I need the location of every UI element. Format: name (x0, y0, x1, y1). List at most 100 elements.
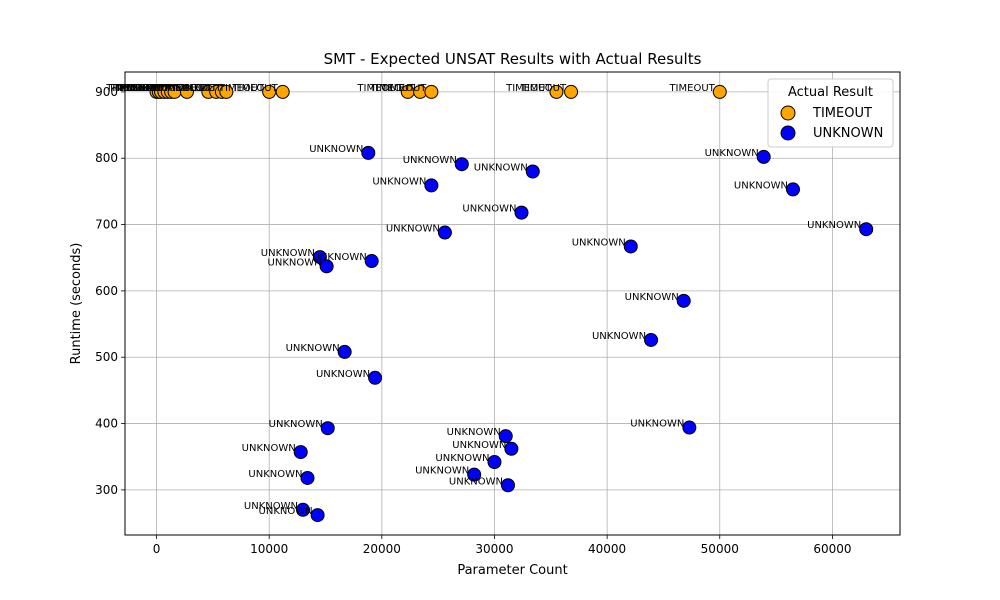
point-label-timeout: TIMEOUT (505, 83, 552, 94)
point-annotations: TIMEOUTTIMEOUTTIMEOUTTIMEOUTTIMEOUTTIMEO… (105, 83, 861, 517)
point-label-timeout: TIMEOUT (157, 83, 204, 94)
point-label-timeout: TIMEOUT (116, 83, 163, 94)
point-label-unknown: UNKNOWN (316, 369, 370, 380)
point-label-unknown: UNKNOWN (572, 237, 626, 248)
y-tick-label: 600 (95, 284, 118, 298)
point-timeout (564, 84, 579, 99)
point-label-unknown: UNKNOWN (447, 427, 501, 438)
point-label-timeout: TIMEOUT (231, 83, 278, 94)
point-unknown (682, 420, 697, 435)
x-tick-label: 60000 (813, 542, 851, 556)
point-label-unknown: UNKNOWN (313, 252, 367, 263)
point-label-unknown: UNKNOWN (261, 248, 315, 259)
legend-box (767, 78, 894, 148)
point-label-timeout: TIMEOUT (171, 83, 218, 94)
point-label-unknown: UNKNOWN (372, 176, 426, 187)
point-label-unknown: UNKNOWN (242, 443, 296, 454)
data-points (149, 84, 874, 523)
point-label-unknown: UNKNOWN (269, 419, 323, 430)
point-unknown (293, 445, 308, 460)
point-label-unknown: UNKNOWN (592, 331, 646, 342)
legend-marker-unknown (780, 125, 796, 141)
point-unknown (487, 455, 502, 470)
point-label-unknown: UNKNOWN (248, 469, 302, 480)
y-axis-label: Runtime (seconds) (69, 243, 84, 365)
point-unknown (364, 254, 379, 269)
point-label-timeout: TIMEOUT (218, 83, 265, 94)
axis-ticks: 0 10000 20000 30000 40000 50000 60000 300 400 500… (95, 85, 851, 556)
point-label-unknown: UNKNOWN (415, 466, 469, 477)
point-label-timeout: TIMEOUT (136, 83, 183, 94)
point-label-timeout: TIMEOUT (520, 83, 567, 94)
point-unknown (437, 225, 452, 240)
point-timeout (262, 84, 277, 99)
point-unknown (504, 441, 519, 456)
point-unknown (644, 332, 659, 347)
point-label-timeout: TIMEOUT (175, 83, 222, 94)
point-timeout (275, 84, 290, 99)
point-label-unknown: UNKNOWN (807, 220, 861, 231)
point-label-timeout: TIMEOUT (110, 83, 157, 94)
point-label-unknown: UNKNOWN (435, 453, 489, 464)
legend-marker-timeout (780, 105, 796, 121)
chart-title: SMT - Expected UNSAT Results with Actual… (324, 50, 702, 68)
point-unknown (320, 421, 335, 436)
point-label-unknown: UNKNOWN (625, 292, 679, 303)
point-label-timeout: TIMEOUT (105, 83, 152, 94)
x-tick-label: 0 (153, 542, 161, 556)
x-axis-label: Parameter Count (457, 563, 567, 578)
point-timeout (219, 84, 234, 99)
legend-label-unknown: UNKNOWN (813, 126, 883, 141)
point-unknown (514, 205, 529, 220)
point-unknown (623, 239, 638, 254)
point-unknown (361, 145, 376, 160)
point-unknown (319, 259, 334, 274)
point-unknown (295, 502, 310, 517)
x-tick-label: 20000 (363, 542, 401, 556)
point-label-unknown: UNKNOWN (259, 506, 313, 517)
y-tick-label: 400 (95, 417, 118, 431)
point-label-unknown: UNKNOWN (268, 257, 322, 268)
point-unknown (454, 157, 469, 172)
point-label-timeout: TIMEOUT (113, 83, 160, 94)
y-tick-label: 300 (95, 483, 118, 497)
point-label-timeout: TIMEOUT (356, 83, 403, 94)
point-unknown (467, 467, 482, 482)
legend-label-timeout: TIMEOUT (812, 106, 872, 121)
point-label-unknown: UNKNOWN (386, 224, 440, 235)
point-label-unknown: UNKNOWN (462, 204, 516, 215)
x-tick-label: 10000 (250, 542, 288, 556)
point-label-timeout: TIMEOUT (668, 83, 715, 94)
point-unknown (785, 182, 800, 197)
point-label-unknown: UNKNOWN (452, 440, 506, 451)
point-unknown (424, 178, 439, 193)
legend-title: Actual Result (788, 85, 873, 100)
point-label-timeout: TIMEOUT (123, 83, 170, 94)
x-tick-label: 40000 (588, 542, 626, 556)
point-unknown (368, 370, 383, 385)
point-timeout (549, 84, 564, 99)
point-unknown (337, 344, 352, 359)
point-label-timeout: TIMEOUT (120, 83, 167, 94)
point-label-unknown: UNKNOWN (474, 162, 528, 173)
point-unknown (676, 293, 691, 308)
point-label-unknown: UNKNOWN (705, 148, 759, 159)
point-unknown (310, 508, 325, 523)
point-label-unknown: UNKNOWN (449, 476, 503, 487)
point-label-unknown: UNKNOWN (734, 180, 788, 191)
point-label-timeout: TIMEOUT (165, 83, 212, 94)
point-unknown (525, 164, 540, 179)
point-label-timeout: TIMEOUT (369, 83, 416, 94)
y-tick-label: 800 (95, 151, 118, 165)
point-label-unknown: UNKNOWN (286, 343, 340, 354)
point-timeout (179, 84, 194, 99)
y-tick-label: 900 (95, 85, 118, 99)
plot-frame (124, 71, 901, 536)
point-unknown (756, 149, 771, 164)
y-tick-label: 700 (95, 218, 118, 232)
point-unknown (498, 429, 513, 444)
point-label-timeout: TIMEOUT (380, 83, 427, 94)
legend: Actual Result TIMEOUT UNKNOWN (767, 78, 894, 148)
x-tick-label: 50000 (701, 542, 739, 556)
point-label-unknown: UNKNOWN (630, 419, 684, 430)
